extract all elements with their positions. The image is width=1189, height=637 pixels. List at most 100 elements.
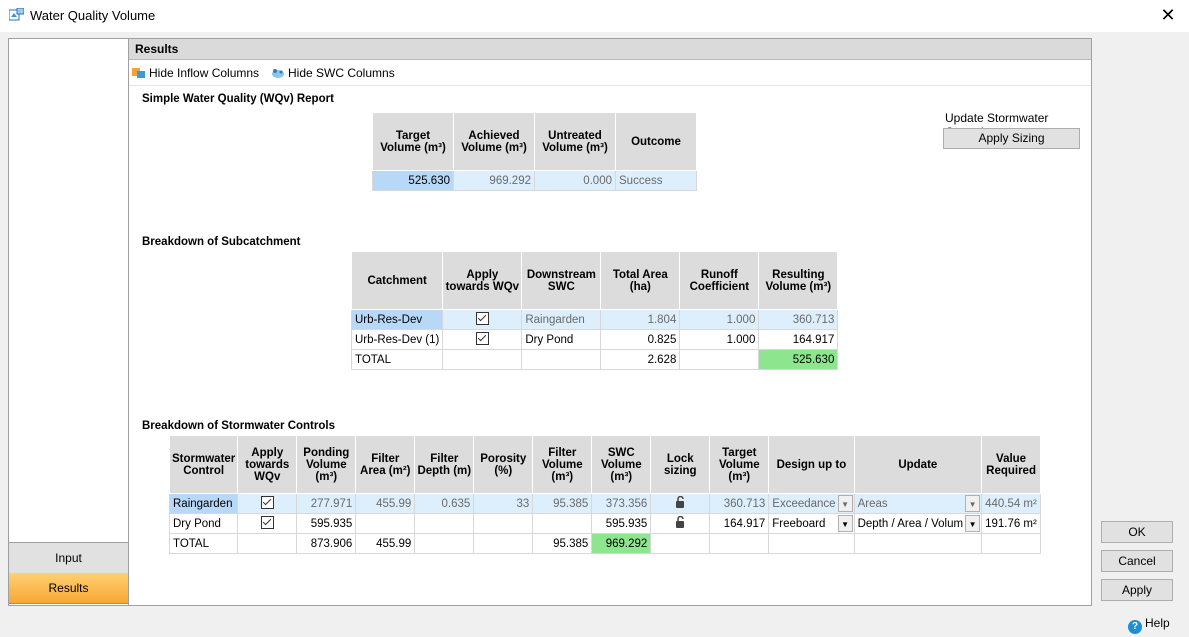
hide-inflow-label: Hide Inflow Columns — [149, 66, 260, 80]
table-cell[interactable]: 0.825 — [600, 329, 681, 350]
table-cell[interactable]: 33 — [473, 493, 534, 514]
table-cell — [853, 533, 983, 554]
total-row: TOTAL 2.628 525.630 — [350, 349, 839, 370]
total-volume: 525.630 — [758, 349, 839, 370]
swc-table: Stormwater Control Apply towards WQv Pon… — [168, 435, 1042, 554]
table-cell[interactable]: Raingarden — [168, 493, 239, 514]
nav-input-button[interactable]: Input — [9, 542, 128, 574]
column-header: Achieved Volume (m³) — [453, 112, 535, 171]
table-cell[interactable]: 360.713 — [709, 493, 770, 514]
table-cell[interactable]: 595.935 — [591, 513, 652, 534]
table-cell[interactable]: 95.385 — [532, 493, 593, 514]
table-cell[interactable]: 525.630 — [372, 170, 454, 191]
table-cell[interactable]: 1.000 — [679, 329, 760, 350]
hide-inflow-icon — [132, 68, 145, 78]
table-cell[interactable]: 164.917 — [709, 513, 770, 534]
column-header: Porosity (%) — [473, 435, 534, 494]
table-cell[interactable] — [532, 513, 593, 534]
column-header: Design up to — [768, 435, 855, 494]
table-cell[interactable] — [355, 513, 416, 534]
table-cell[interactable] — [473, 513, 534, 534]
table-cell[interactable]: 277.971 — [296, 493, 357, 514]
checkbox[interactable] — [260, 495, 274, 509]
wqv-report-title: Simple Water Quality (WQv) Report — [142, 93, 334, 105]
water-quality-icon — [9, 8, 24, 21]
main-panel: Input Results Results Hide Inflow Column… — [8, 38, 1092, 606]
checkbox[interactable] — [260, 515, 274, 529]
apply-checkbox-cell[interactable] — [442, 329, 523, 350]
table-cell[interactable]: Dry Pond — [168, 513, 239, 534]
table-cell[interactable]: 164.917 — [758, 329, 839, 350]
table-cell[interactable]: Dry Pond — [521, 329, 602, 350]
table-header-row: Catchment Apply towards WQv Downstream S… — [350, 251, 839, 310]
table-cell — [414, 533, 475, 554]
table-cell — [237, 533, 298, 554]
table-cell[interactable]: 0.000 — [534, 170, 616, 191]
table-cell[interactable]: Urb-Res-Dev (1) — [350, 329, 444, 350]
table-row: Urb-Res-Dev Raingarden 1.804 1.000 360.7… — [350, 309, 839, 330]
nav-results-button[interactable]: Results — [9, 573, 128, 604]
ok-button[interactable]: OK — [1101, 521, 1173, 543]
design-up-to-dropdown[interactable]: Exceedance ▼ — [768, 493, 855, 514]
results-header: Results — [129, 39, 1091, 60]
hide-swc-icon — [272, 69, 284, 78]
table-cell[interactable]: 1.000 — [679, 309, 760, 330]
table-cell[interactable]: 360.713 — [758, 309, 839, 330]
unlock-icon[interactable] — [674, 516, 686, 528]
column-header: Stormwater Control — [168, 435, 239, 494]
column-header: Update — [853, 435, 983, 494]
table-row: Raingarden 277.971 455.99 0.635 33 95.38… — [168, 493, 1042, 514]
unlock-icon[interactable] — [674, 496, 686, 508]
hide-swc-label: Hide SWC Columns — [288, 66, 395, 80]
table-cell[interactable]: 455.99 — [355, 493, 416, 514]
table-cell[interactable]: 595.935 — [296, 513, 357, 534]
table-cell — [650, 533, 711, 554]
total-row: TOTAL 873.906 455.99 95.385 969.292 — [168, 533, 1042, 554]
table-cell[interactable]: Success — [615, 170, 697, 191]
table-row: Urb-Res-Dev (1) Dry Pond 0.825 1.000 164… — [350, 329, 839, 350]
hide-swc-columns-button[interactable]: Hide SWC Columns — [271, 66, 395, 80]
lock-sizing-cell[interactable] — [650, 513, 711, 534]
apply-sizing-button[interactable]: Apply Sizing — [943, 128, 1080, 149]
title-bar: Water Quality Volume ✕ — [0, 0, 1189, 32]
close-button[interactable]: ✕ — [1157, 3, 1179, 27]
swc-title: Breakdown of Stormwater Controls — [142, 420, 335, 432]
table-cell[interactable]: Raingarden — [521, 309, 602, 330]
checkbox[interactable] — [475, 311, 489, 325]
table-header-row: Target Volume (m³) Achieved Volume (m³) … — [372, 112, 697, 171]
chevron-down-icon[interactable]: ▼ — [965, 495, 981, 512]
wqv-report-table: Target Volume (m³) Achieved Volume (m³) … — [372, 112, 697, 191]
apply-checkbox-cell[interactable] — [442, 309, 523, 330]
design-up-to-dropdown[interactable]: Freeboard ▼ — [768, 513, 855, 534]
table-cell[interactable]: 969.292 — [453, 170, 535, 191]
apply-checkbox-cell[interactable] — [237, 513, 298, 534]
column-header: Apply towards WQv — [237, 435, 298, 494]
column-header: Value Required — [981, 435, 1042, 494]
help-button[interactable]: ? Help — [1128, 616, 1170, 634]
subcatchment-table: Catchment Apply towards WQv Downstream S… — [350, 251, 839, 370]
table-cell[interactable]: 1.804 — [600, 309, 681, 330]
table-cell[interactable] — [414, 513, 475, 534]
total-area: 2.628 — [600, 349, 681, 370]
table-cell — [768, 533, 855, 554]
cancel-button[interactable]: Cancel — [1101, 550, 1173, 572]
chevron-down-icon[interactable]: ▼ — [837, 495, 853, 512]
close-icon: ✕ — [1160, 5, 1176, 25]
chevron-down-icon[interactable]: ▼ — [837, 515, 853, 532]
chevron-down-icon[interactable]: ▼ — [965, 515, 981, 532]
table-cell[interactable]: 373.356 — [591, 493, 652, 514]
apply-button[interactable]: Apply — [1101, 579, 1173, 601]
dropdown-value: Freeboard — [772, 517, 826, 530]
update-dropdown[interactable]: Depth / Area / Volum ▼ — [853, 513, 983, 534]
apply-checkbox-cell[interactable] — [237, 493, 298, 514]
navigation-pane: Input Results — [9, 39, 129, 605]
hide-inflow-columns-button[interactable]: Hide Inflow Columns — [132, 66, 259, 80]
total-label: TOTAL — [350, 349, 444, 370]
table-cell[interactable]: Urb-Res-Dev — [350, 309, 444, 330]
table-cell — [679, 349, 760, 370]
lock-sizing-cell[interactable] — [650, 493, 711, 514]
update-dropdown[interactable]: Areas ▼ — [853, 493, 983, 514]
column-header: SWC Volume (m³) — [591, 435, 652, 494]
table-cell[interactable]: 0.635 — [414, 493, 475, 514]
checkbox[interactable] — [475, 331, 489, 345]
